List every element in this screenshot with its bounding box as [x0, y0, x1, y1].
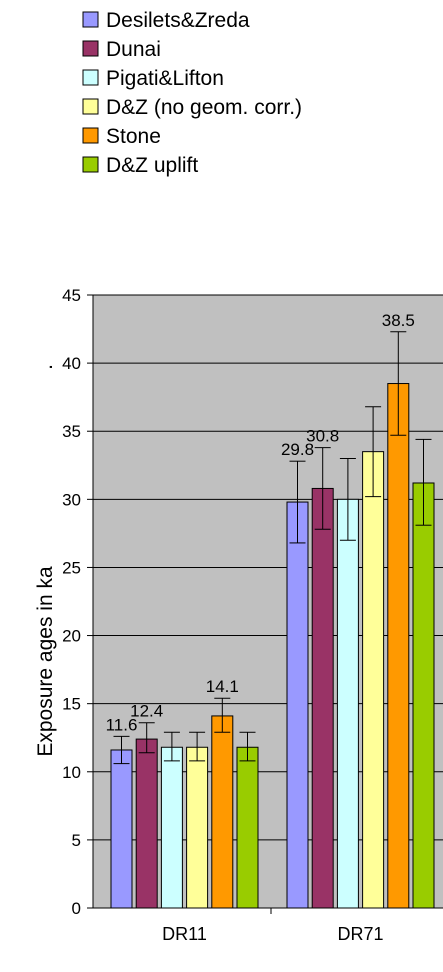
legend-swatch — [82, 11, 99, 28]
y-tick-label: 0 — [72, 899, 81, 918]
bar — [412, 482, 435, 909]
bar — [110, 749, 133, 909]
data-label: 12.4 — [130, 702, 163, 721]
y-tick-label: 30 — [62, 490, 81, 509]
y-tick-label: 35 — [62, 422, 81, 441]
x-category-labels: DR11 DR71 — [162, 924, 383, 944]
legend-label: Pigati&Lifton — [106, 67, 224, 90]
data-label: 14.1 — [206, 677, 239, 696]
legend: Desilets&Zreda Dunai Pigati&Lifton D&Z (no … — [82, 9, 302, 177]
data-label: 11.6 — [106, 715, 138, 734]
y-tick-labels: 0 5 10 15 20 25 30 35 40 45 — [62, 286, 81, 918]
y-tick-label: 45 — [62, 286, 81, 305]
bar — [336, 498, 359, 909]
bar — [362, 451, 385, 909]
y-tick-label: 40 — [62, 354, 81, 373]
y-tick-label: 15 — [62, 695, 81, 714]
legend-label: Stone — [106, 125, 161, 148]
x-category-label: DR71 — [337, 924, 383, 944]
legend-swatch — [82, 69, 99, 86]
bar — [186, 746, 209, 909]
bar — [211, 715, 234, 909]
data-labels: 11.612.4 14.1 29.830.8 38.5 — [106, 311, 415, 735]
bar — [135, 738, 158, 909]
bar — [286, 501, 309, 909]
bar — [160, 746, 183, 909]
data-label: 29.8 — [281, 440, 314, 459]
y-tick-label: 5 — [72, 831, 81, 850]
x-category-label: DR11 — [162, 924, 207, 944]
y-tick-label: 20 — [62, 627, 81, 646]
data-label: 38.5 — [382, 311, 415, 330]
legend-swatch — [82, 127, 99, 144]
legend-swatch — [82, 98, 99, 115]
y-tick-label: 10 — [62, 763, 81, 782]
bar — [387, 383, 410, 909]
error-bars — [113, 331, 432, 765]
legend-swatch — [82, 40, 99, 57]
bars — [110, 383, 435, 909]
y-axis-title: Exposure ages in ka — [34, 566, 57, 757]
axes — [87, 294, 443, 914]
legend-label: Dunai — [106, 38, 161, 61]
bar — [311, 487, 334, 909]
legend-label: D&Z uplift — [106, 154, 198, 177]
legend-label: D&Z (no geom. corr.) — [106, 96, 302, 119]
y-axis-title-suffix: . — [34, 364, 57, 370]
bar — [236, 746, 259, 909]
legend-swatch — [82, 156, 99, 173]
legend-label: Desilets&Zreda — [106, 9, 250, 32]
y-tick-label: 25 — [62, 558, 81, 577]
data-label: 30.8 — [306, 427, 339, 446]
